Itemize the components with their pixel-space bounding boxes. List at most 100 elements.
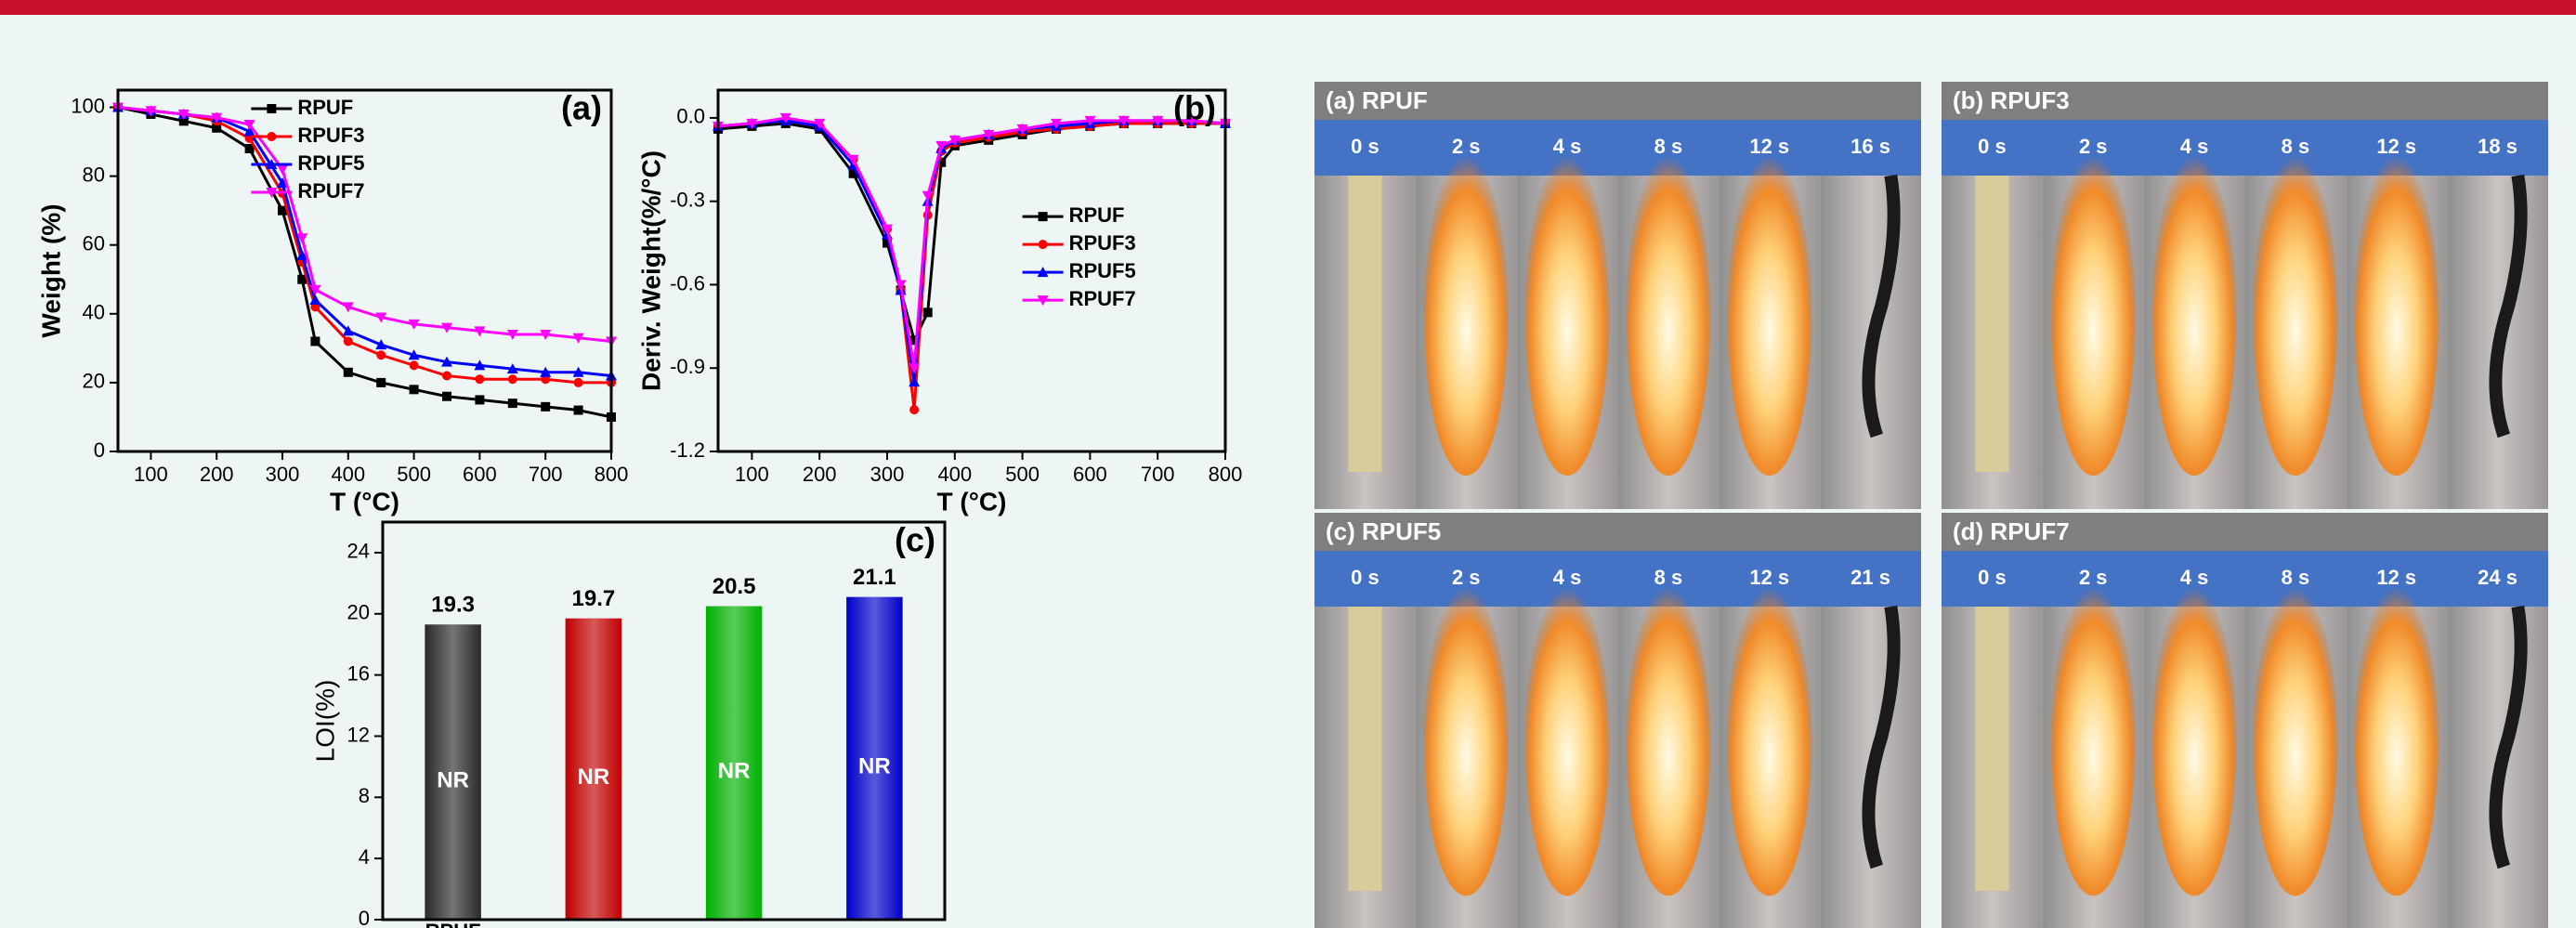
time-label: 0 s bbox=[1978, 566, 2007, 589]
marker bbox=[211, 112, 223, 124]
time-label: 0 s bbox=[1978, 135, 2007, 158]
marker bbox=[343, 367, 353, 377]
marker bbox=[909, 405, 920, 415]
marker bbox=[506, 363, 518, 374]
marker bbox=[848, 168, 858, 178]
marker bbox=[507, 399, 517, 409]
marker bbox=[442, 371, 451, 381]
marker bbox=[296, 233, 308, 244]
marker bbox=[442, 391, 451, 401]
bar-shine bbox=[565, 618, 622, 920]
marker bbox=[297, 274, 307, 284]
marker bbox=[507, 374, 517, 385]
panel-title: (b) RPUF3 bbox=[1953, 86, 2070, 114]
flame bbox=[2151, 155, 2237, 477]
bar-label: NR bbox=[858, 754, 891, 779]
y-tick-label: -0.9 bbox=[670, 355, 705, 378]
panel-title: (d) RPUF7 bbox=[1953, 517, 2070, 545]
marker bbox=[277, 164, 288, 176]
time-label: 4 s bbox=[2180, 566, 2209, 589]
y-tick-label: 0.0 bbox=[676, 105, 705, 128]
x-axis-label: T (°C) bbox=[937, 487, 1007, 516]
legend-label: RPUF3 bbox=[297, 124, 364, 147]
y-tick-label: 16 bbox=[347, 661, 370, 685]
legend-label: RPUF bbox=[297, 96, 353, 119]
time-label: 8 s bbox=[1654, 135, 1683, 158]
plot-frame bbox=[381, 520, 947, 921]
y-tick-label: 0 bbox=[359, 907, 370, 928]
flame bbox=[2354, 587, 2439, 896]
legend-marker bbox=[266, 188, 278, 198]
x-tick-label: RPUF bbox=[425, 920, 481, 928]
time-label: 2 s bbox=[1452, 566, 1481, 589]
y-tick-label: 12 bbox=[347, 723, 370, 746]
flame bbox=[1727, 155, 1812, 477]
flame bbox=[2253, 587, 2338, 896]
panel-title: (c) RPUF5 bbox=[1326, 517, 1441, 545]
marker bbox=[441, 322, 452, 333]
time-label: 2 s bbox=[2079, 566, 2108, 589]
time-label: 8 s bbox=[2282, 566, 2310, 589]
flame bbox=[2050, 155, 2136, 477]
y-tick-label: 20 bbox=[83, 370, 105, 393]
legend-marker bbox=[267, 104, 277, 113]
value-label: 19.7 bbox=[572, 586, 616, 611]
plot-frame bbox=[116, 88, 613, 453]
marker bbox=[572, 333, 584, 344]
time-label: 2 s bbox=[1452, 135, 1481, 158]
time-label: 8 s bbox=[1654, 566, 1683, 589]
foam-sample bbox=[1348, 607, 1382, 891]
marker bbox=[1118, 115, 1130, 126]
marker bbox=[243, 120, 255, 131]
marker bbox=[540, 330, 552, 341]
flame bbox=[1524, 155, 1610, 477]
marker bbox=[1016, 124, 1028, 135]
y-tick-label: -0.6 bbox=[670, 271, 705, 294]
marker bbox=[474, 359, 486, 371]
legend-marker bbox=[267, 132, 277, 141]
flame bbox=[1524, 587, 1610, 896]
x-tick-label: 700 bbox=[1141, 463, 1175, 486]
marker bbox=[572, 366, 584, 377]
y-tick-label: 20 bbox=[347, 601, 370, 624]
series-line bbox=[117, 106, 611, 385]
marker bbox=[376, 350, 386, 360]
flame bbox=[2253, 155, 2338, 477]
y-axis-label: LOI(%) bbox=[310, 680, 339, 763]
x-tick-label: 200 bbox=[803, 463, 837, 486]
marker bbox=[408, 349, 420, 360]
legend-marker bbox=[1038, 240, 1048, 250]
series-line bbox=[717, 116, 1226, 369]
bar-shine bbox=[705, 606, 763, 920]
plot-frame bbox=[716, 88, 1227, 453]
y-tick-label: -0.3 bbox=[670, 189, 705, 212]
legend-label: RPUF bbox=[1069, 203, 1125, 227]
flame bbox=[1626, 155, 1711, 477]
marker bbox=[409, 360, 419, 371]
marker bbox=[922, 307, 933, 318]
x-tick-label: 500 bbox=[1005, 463, 1040, 486]
x-tick-label: 100 bbox=[735, 463, 769, 486]
value-label: 19.3 bbox=[431, 593, 475, 618]
marker bbox=[408, 319, 420, 330]
panel-header bbox=[1314, 513, 1921, 551]
time-strip bbox=[1942, 120, 2548, 176]
x-axis-label: T (°C) bbox=[330, 487, 399, 516]
time-label: 4 s bbox=[1553, 566, 1582, 589]
marker bbox=[983, 129, 995, 140]
marker bbox=[475, 395, 485, 405]
y-tick-label: 80 bbox=[83, 163, 105, 186]
marker bbox=[278, 205, 287, 216]
value-label: 21.1 bbox=[853, 565, 896, 590]
marker bbox=[212, 123, 222, 133]
time-strip bbox=[1314, 551, 1921, 607]
x-tick-label: 600 bbox=[1073, 463, 1107, 486]
y-axis-label: Weight (%) bbox=[36, 203, 65, 337]
marker bbox=[540, 366, 552, 377]
marker bbox=[779, 112, 791, 124]
x-tick-label: 400 bbox=[937, 463, 972, 486]
series-line bbox=[717, 119, 1225, 411]
y-tick-label: 0 bbox=[94, 438, 105, 462]
marker bbox=[1152, 115, 1164, 126]
